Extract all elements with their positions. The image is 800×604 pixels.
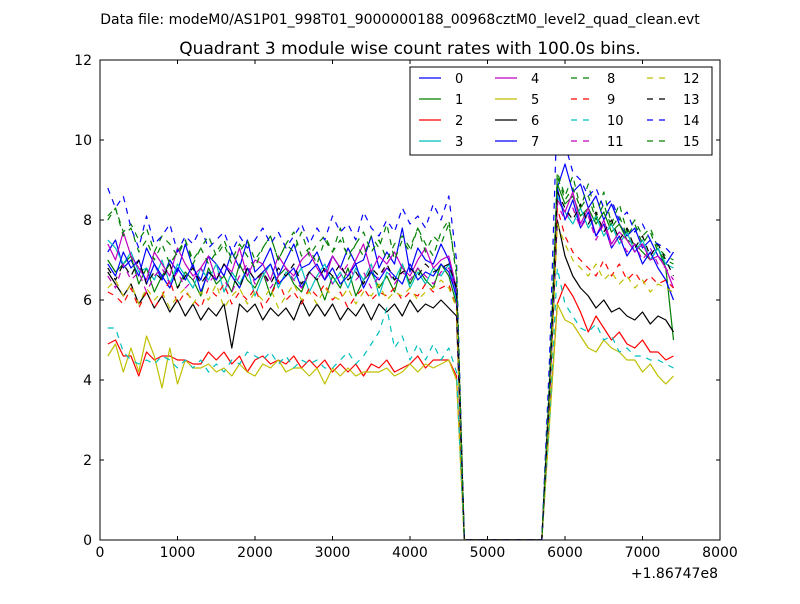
y-tick-label: 12	[74, 53, 92, 69]
y-tick-label: 6	[83, 293, 92, 309]
series-line-1	[107, 183, 675, 540]
chart-title: Quadrant 3 module wise count rates with …	[179, 39, 640, 59]
y-tick-label: 4	[83, 373, 92, 389]
legend-label-13: 13	[683, 93, 700, 108]
x-tick-label: 6000	[547, 545, 583, 561]
x-tick-label: 0	[96, 545, 105, 561]
y-tick-label: 10	[74, 133, 92, 149]
legend-label-9: 9	[607, 93, 615, 108]
y-tick-label: 0	[83, 533, 92, 549]
x-tick-label: 3000	[315, 545, 351, 561]
series-line-8	[107, 171, 674, 540]
x-offset-label: +1.86747e8	[631, 566, 718, 582]
x-tick-label: 8000	[702, 545, 738, 561]
legend-label-8: 8	[607, 72, 615, 87]
series-line-12	[107, 223, 674, 540]
x-tick-label: 7000	[625, 545, 661, 561]
axis-layer: 0 1000 2000 3000 4000 5000 6000 7000 80000246810…	[74, 53, 738, 561]
series-line-4	[107, 191, 675, 540]
legend-label-14: 14	[683, 114, 700, 129]
x-tick-label: 4000	[392, 545, 428, 561]
legend-label-11: 11	[607, 135, 624, 150]
x-tick-label: 2000	[237, 545, 273, 561]
series-line-5	[107, 303, 674, 540]
legend-label-1: 1	[455, 93, 463, 108]
y-tick-label: 2	[83, 453, 92, 469]
legend-label-7: 7	[531, 135, 539, 150]
y-tick-label: 8	[83, 213, 92, 229]
legend-label-0: 0	[455, 72, 463, 87]
x-tick-label: 5000	[470, 545, 506, 561]
legend-label-6: 6	[531, 114, 539, 129]
series-line-9	[107, 207, 674, 540]
legend-label-10: 10	[607, 114, 624, 129]
legend-label-5: 5	[531, 93, 539, 108]
legend-frame	[409, 66, 713, 156]
series-line-11	[107, 203, 675, 540]
legend-label-4: 4	[531, 72, 539, 87]
figure-suptitle: Data file: modeM0/AS1P01_998T01_90000001…	[100, 12, 700, 28]
x-tick-label: 1000	[160, 545, 196, 561]
series-line-14	[107, 103, 674, 540]
legend-label-3: 3	[455, 135, 463, 150]
series-layer	[107, 103, 675, 540]
series-line-6	[107, 219, 675, 540]
legend-label-15: 15	[683, 135, 700, 150]
legend-label-2: 2	[455, 114, 463, 129]
series-line-10	[107, 267, 674, 540]
legend-label-12: 12	[683, 72, 700, 87]
